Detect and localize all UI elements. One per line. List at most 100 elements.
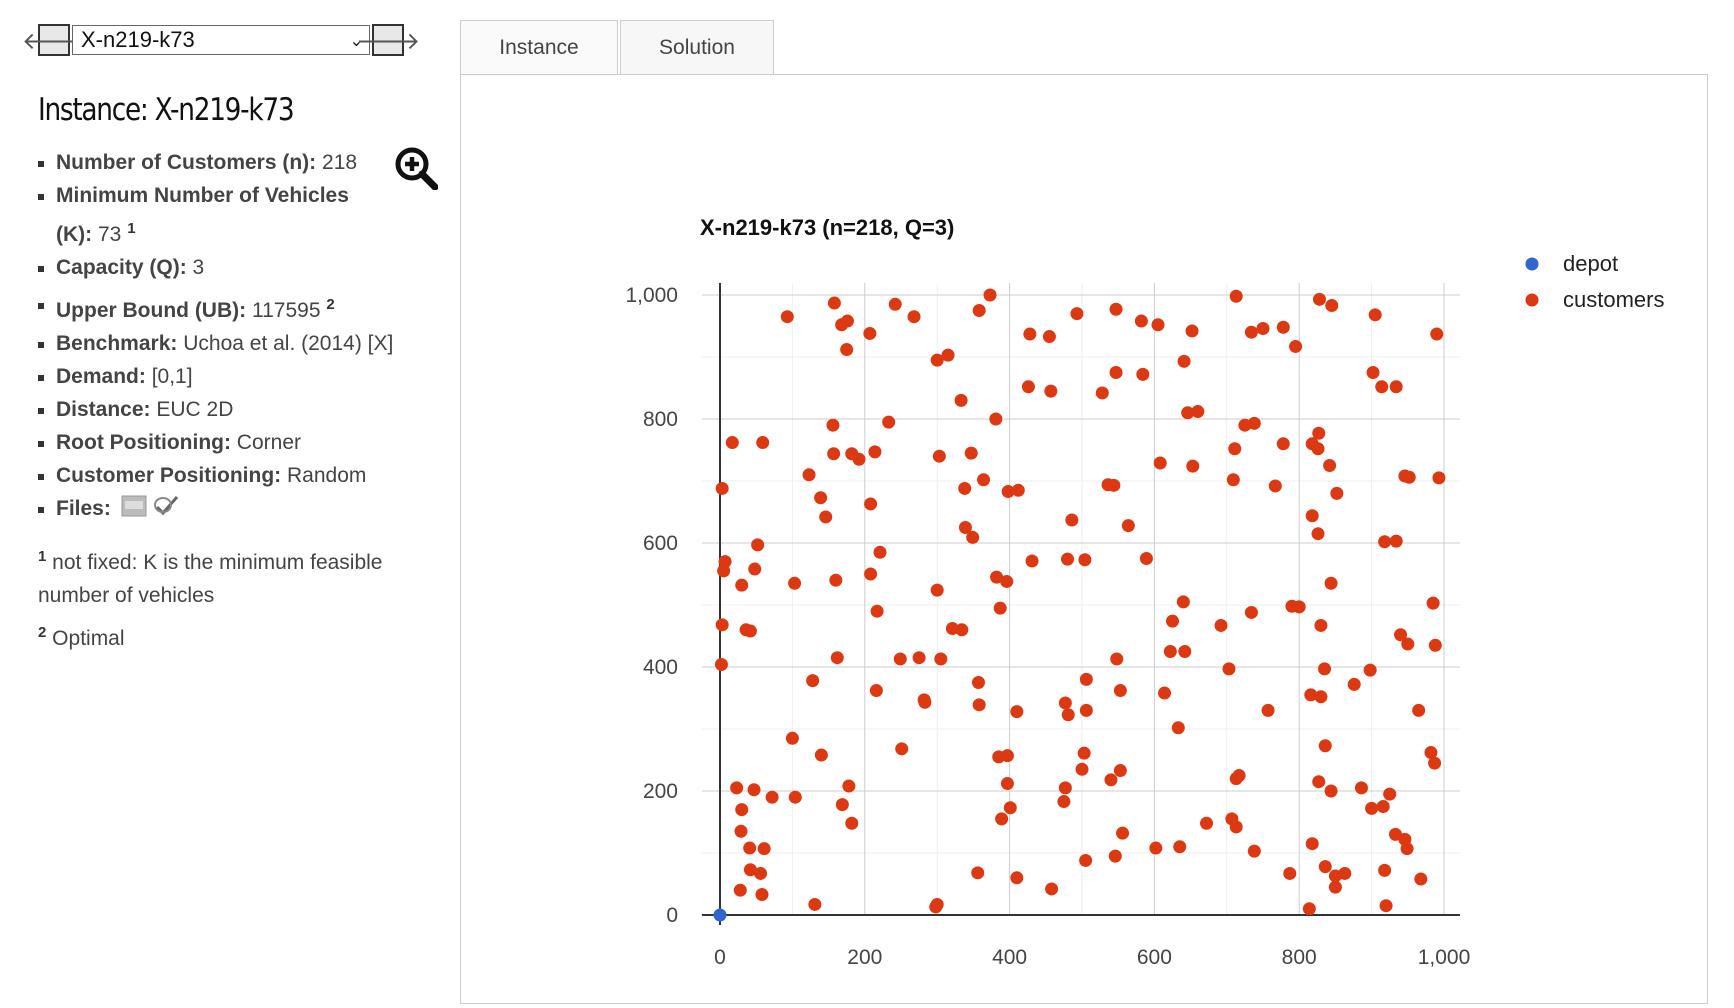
customer-point: [1065, 513, 1079, 527]
property-vehicles: Minimum Number of Vehicles (K): 73 1: [38, 179, 376, 251]
property-value: Random: [281, 464, 367, 487]
footnote-text: not fixed: K is the minimum feasible num…: [38, 551, 383, 607]
customer-point: [1363, 663, 1377, 677]
property-value: 218: [316, 151, 358, 174]
customer-point: [972, 304, 986, 317]
customer-point: [995, 812, 1009, 826]
customer-point: [1078, 553, 1092, 567]
customer-point: [1368, 308, 1382, 322]
customer-point: [930, 583, 944, 597]
customer-point: [1276, 320, 1290, 334]
customer-point: [1283, 866, 1297, 880]
customer-point: [1402, 470, 1416, 484]
customer-point: [735, 578, 749, 592]
customer-point: [1401, 637, 1415, 651]
property-label: Minimum Number of Vehicles (K):: [56, 184, 349, 246]
instance-select[interactable]: X-n219-k73 ⌄: [72, 25, 370, 55]
customer-point: [1079, 672, 1093, 686]
customer-point: [1151, 318, 1165, 332]
customer-point: [1312, 292, 1326, 306]
solution-file-icon[interactable]: [153, 493, 179, 517]
customer-point: [1330, 486, 1344, 500]
zoom-in-icon[interactable]: [394, 146, 438, 190]
legend-marker: [1525, 293, 1539, 307]
arrow-right-icon: 🡒: [355, 26, 421, 55]
footnote-ref[interactable]: 2: [326, 296, 335, 313]
property-value: [0,1]: [145, 365, 193, 388]
customer-point: [1394, 628, 1408, 642]
vrp-file-icon[interactable]: [121, 495, 147, 517]
customer-point: [1113, 684, 1127, 698]
customer-point: [755, 888, 769, 902]
footnote-ref[interactable]: 1: [127, 220, 136, 237]
chevron-down-icon: ⌄: [349, 30, 363, 50]
customer-point: [1109, 302, 1123, 316]
footnote-number: 1: [38, 548, 47, 565]
customer-point: [1383, 787, 1397, 801]
footnotes: 1 not fixed: K is the minimum feasible n…: [38, 540, 438, 655]
customer-point: [1191, 405, 1205, 419]
customer-point: [964, 446, 978, 460]
customer-point: [1312, 775, 1326, 789]
customer-point: [1312, 426, 1326, 440]
x-tick-label: 0: [714, 946, 726, 969]
customer-point: [864, 497, 878, 511]
customer-point: [827, 296, 841, 310]
x-tick-label: 600: [1137, 946, 1172, 969]
customer-point: [868, 445, 882, 459]
customer-point: [1000, 749, 1014, 763]
property-value: EUC 2D: [150, 398, 234, 421]
customer-point: [1025, 554, 1039, 568]
property-label: Files:: [56, 497, 111, 520]
customer-point: [1305, 509, 1319, 523]
customer-point: [1042, 330, 1056, 344]
tab-solution[interactable]: Solution: [620, 20, 774, 74]
depot-point: [713, 908, 727, 922]
customer-point: [780, 310, 794, 324]
customer-point: [1305, 837, 1319, 851]
customer-point: [714, 658, 728, 672]
customer-point: [1428, 756, 1442, 770]
benchmark-link[interactable]: Uchoa et al. (2014) [X]: [177, 332, 394, 355]
customer-point: [1045, 882, 1059, 896]
tab-instance[interactable]: Instance: [460, 20, 618, 74]
customer-point: [808, 897, 822, 911]
x-tick-label: 800: [1282, 946, 1317, 969]
customer-point: [1432, 471, 1446, 485]
customer-point: [930, 897, 944, 911]
property-capacity: Capacity (Q): 3: [38, 251, 438, 284]
customer-point: [1229, 772, 1243, 786]
customer-point: [1414, 872, 1428, 886]
next-instance-button[interactable]: 🡒: [356, 24, 420, 56]
customer-point: [842, 779, 856, 793]
legend-label: customers: [1563, 287, 1664, 312]
customer-point: [1077, 746, 1091, 760]
customer-point: [1010, 871, 1024, 885]
customer-point: [1244, 325, 1258, 339]
customer-point: [1304, 688, 1318, 702]
customer-point: [827, 447, 841, 461]
customer-point: [845, 816, 859, 830]
customer-point: [730, 781, 744, 795]
instance-select-value: X-n219-k73: [81, 27, 195, 52]
customer-point: [840, 343, 854, 357]
customer-point: [893, 652, 907, 666]
customer-point: [788, 790, 802, 804]
property-distance: Distance: EUC 2D: [38, 393, 438, 426]
customer-point: [1268, 479, 1282, 493]
customer-point: [1158, 686, 1172, 700]
customer-point: [814, 491, 828, 505]
customer-point: [1256, 321, 1270, 335]
customer-point: [754, 866, 768, 880]
customer-point: [1354, 781, 1368, 795]
customer-point: [941, 348, 955, 362]
customer-point: [829, 573, 843, 587]
customer-point: [733, 883, 747, 897]
property-value: 117595: [246, 299, 321, 322]
customer-point: [1079, 853, 1093, 867]
customer-point: [977, 473, 991, 487]
customer-point: [1379, 899, 1393, 913]
customer-point: [1149, 841, 1163, 855]
prev-instance-button[interactable]: 🡐: [22, 24, 86, 56]
property-value: Corner: [230, 431, 301, 454]
